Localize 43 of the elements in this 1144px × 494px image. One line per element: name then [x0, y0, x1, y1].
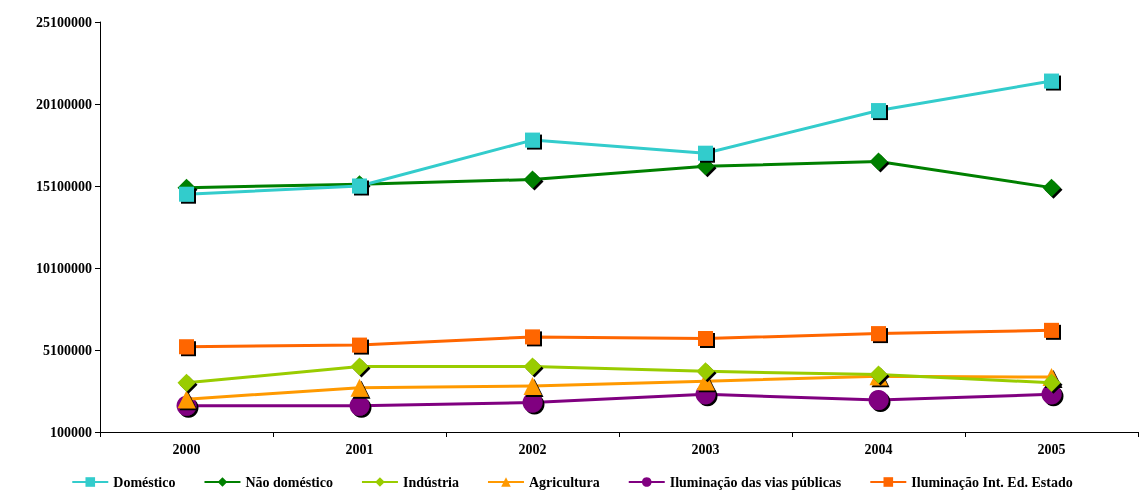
- point: [871, 326, 886, 342]
- legend-label: Doméstico: [113, 474, 176, 490]
- y-tick-label: 25100000: [36, 14, 92, 30]
- y-tick-label: 20100000: [36, 96, 92, 112]
- x-tick-label: 2005: [1037, 441, 1066, 457]
- point: [523, 377, 542, 396]
- point: [525, 329, 540, 345]
- point: [523, 170, 542, 189]
- x-tick-label: 2001: [345, 441, 374, 457]
- point: [869, 152, 888, 171]
- legend-label: Iluminação Int. Ed. Estado: [911, 474, 1073, 490]
- point: [350, 357, 369, 376]
- x-tick-label: 2003: [691, 441, 720, 457]
- y-tick-label: 10100000: [36, 260, 92, 276]
- point: [349, 395, 370, 416]
- point: [871, 103, 886, 119]
- x-tick-label: 2000: [172, 441, 201, 457]
- y-tick-label: 15100000: [36, 178, 92, 194]
- point: [1044, 322, 1059, 338]
- point: [868, 390, 889, 411]
- point: [525, 132, 540, 148]
- point: [523, 357, 542, 376]
- legend-label: Iluminação das vias públicas: [669, 474, 842, 490]
- y-tick-label: 100000: [50, 424, 92, 440]
- y-tick-label: 5100000: [43, 342, 92, 358]
- point: [1042, 178, 1061, 197]
- point: [350, 378, 369, 397]
- point: [177, 373, 196, 392]
- legend-label: Não doméstico: [245, 474, 333, 490]
- point: [179, 186, 194, 202]
- x-tick-label: 2002: [518, 441, 547, 457]
- legend-label: Agricultura: [528, 474, 600, 490]
- point: [352, 337, 367, 353]
- point: [177, 390, 196, 409]
- point: [696, 362, 715, 381]
- point: [1042, 373, 1061, 392]
- legend-label: Indústria: [402, 474, 459, 490]
- point: [698, 331, 713, 347]
- point: [522, 392, 543, 413]
- point: [698, 145, 713, 161]
- point: [179, 339, 194, 355]
- point: [1044, 73, 1059, 89]
- x-tick-label: 2004: [864, 441, 893, 457]
